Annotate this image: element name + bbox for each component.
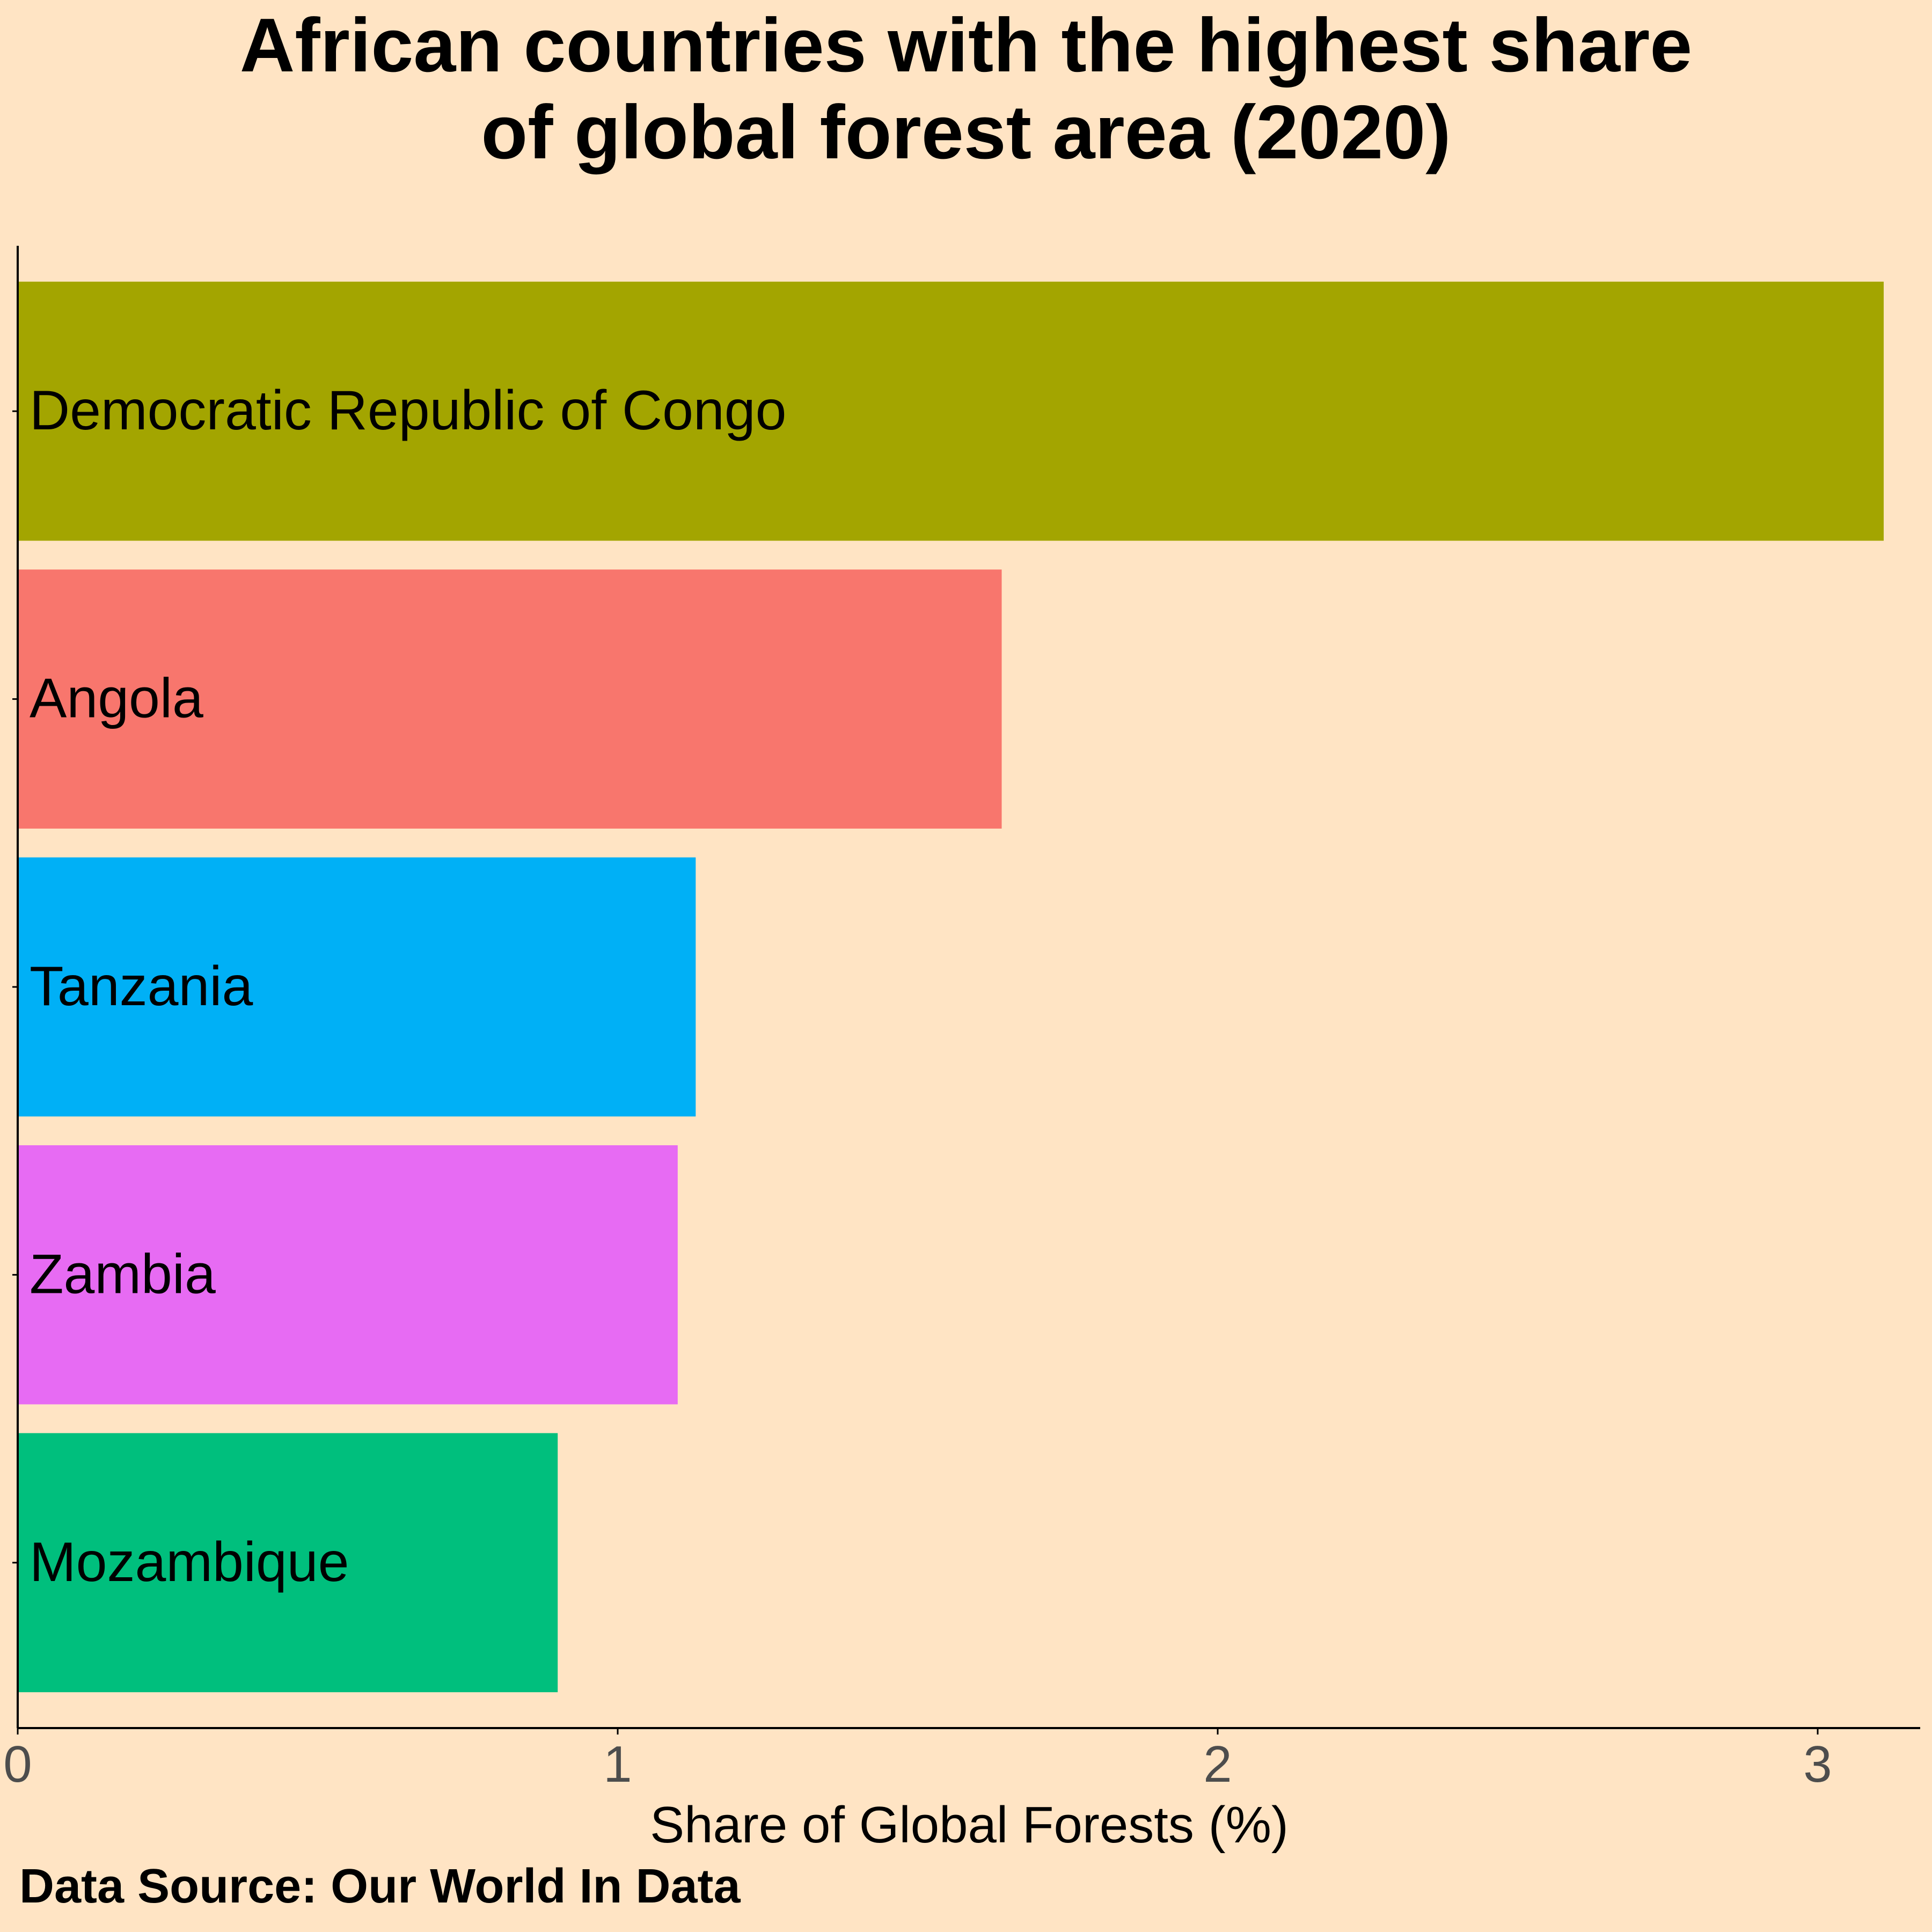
bar-labels-layer: Democratic Republic of Congo Angola Tanzan… [30, 379, 786, 1593]
chart-title-line-1: African countries with the highest share [239, 3, 1693, 88]
chart-title: African countries with the highest share… [0, 0, 1932, 176]
bars-layer [18, 281, 1884, 1693]
bar-label: Angola [30, 668, 203, 730]
bar-label: Democratic Republic of Congo [30, 379, 786, 442]
x-axis-title: Share of Global Forests (%) [650, 1796, 1289, 1854]
bar-mozambique [18, 1433, 558, 1693]
x-tick-label: 3 [1803, 1736, 1832, 1793]
bar-label: Zambia [30, 1243, 216, 1305]
bar-democratic-republic-of-congo [18, 281, 1884, 541]
data-source-caption: Data Source: Our World In Data [19, 1860, 741, 1913]
axes-layer [12, 246, 1920, 1729]
bar-label: Tanzania [30, 955, 253, 1018]
bar-label: Mozambique [30, 1531, 349, 1593]
x-tick-label: 1 [603, 1736, 632, 1793]
x-tick-label: 2 [1203, 1736, 1232, 1793]
ticks-layer: 0 1 2 3 [3, 1728, 1832, 1793]
bar-angola [18, 569, 1002, 829]
bar-zambia [18, 1145, 678, 1404]
chart-title-line-2: of global forest area (2020) [481, 90, 1451, 175]
x-tick-label: 0 [3, 1736, 32, 1793]
bar-tanzania [18, 857, 696, 1117]
